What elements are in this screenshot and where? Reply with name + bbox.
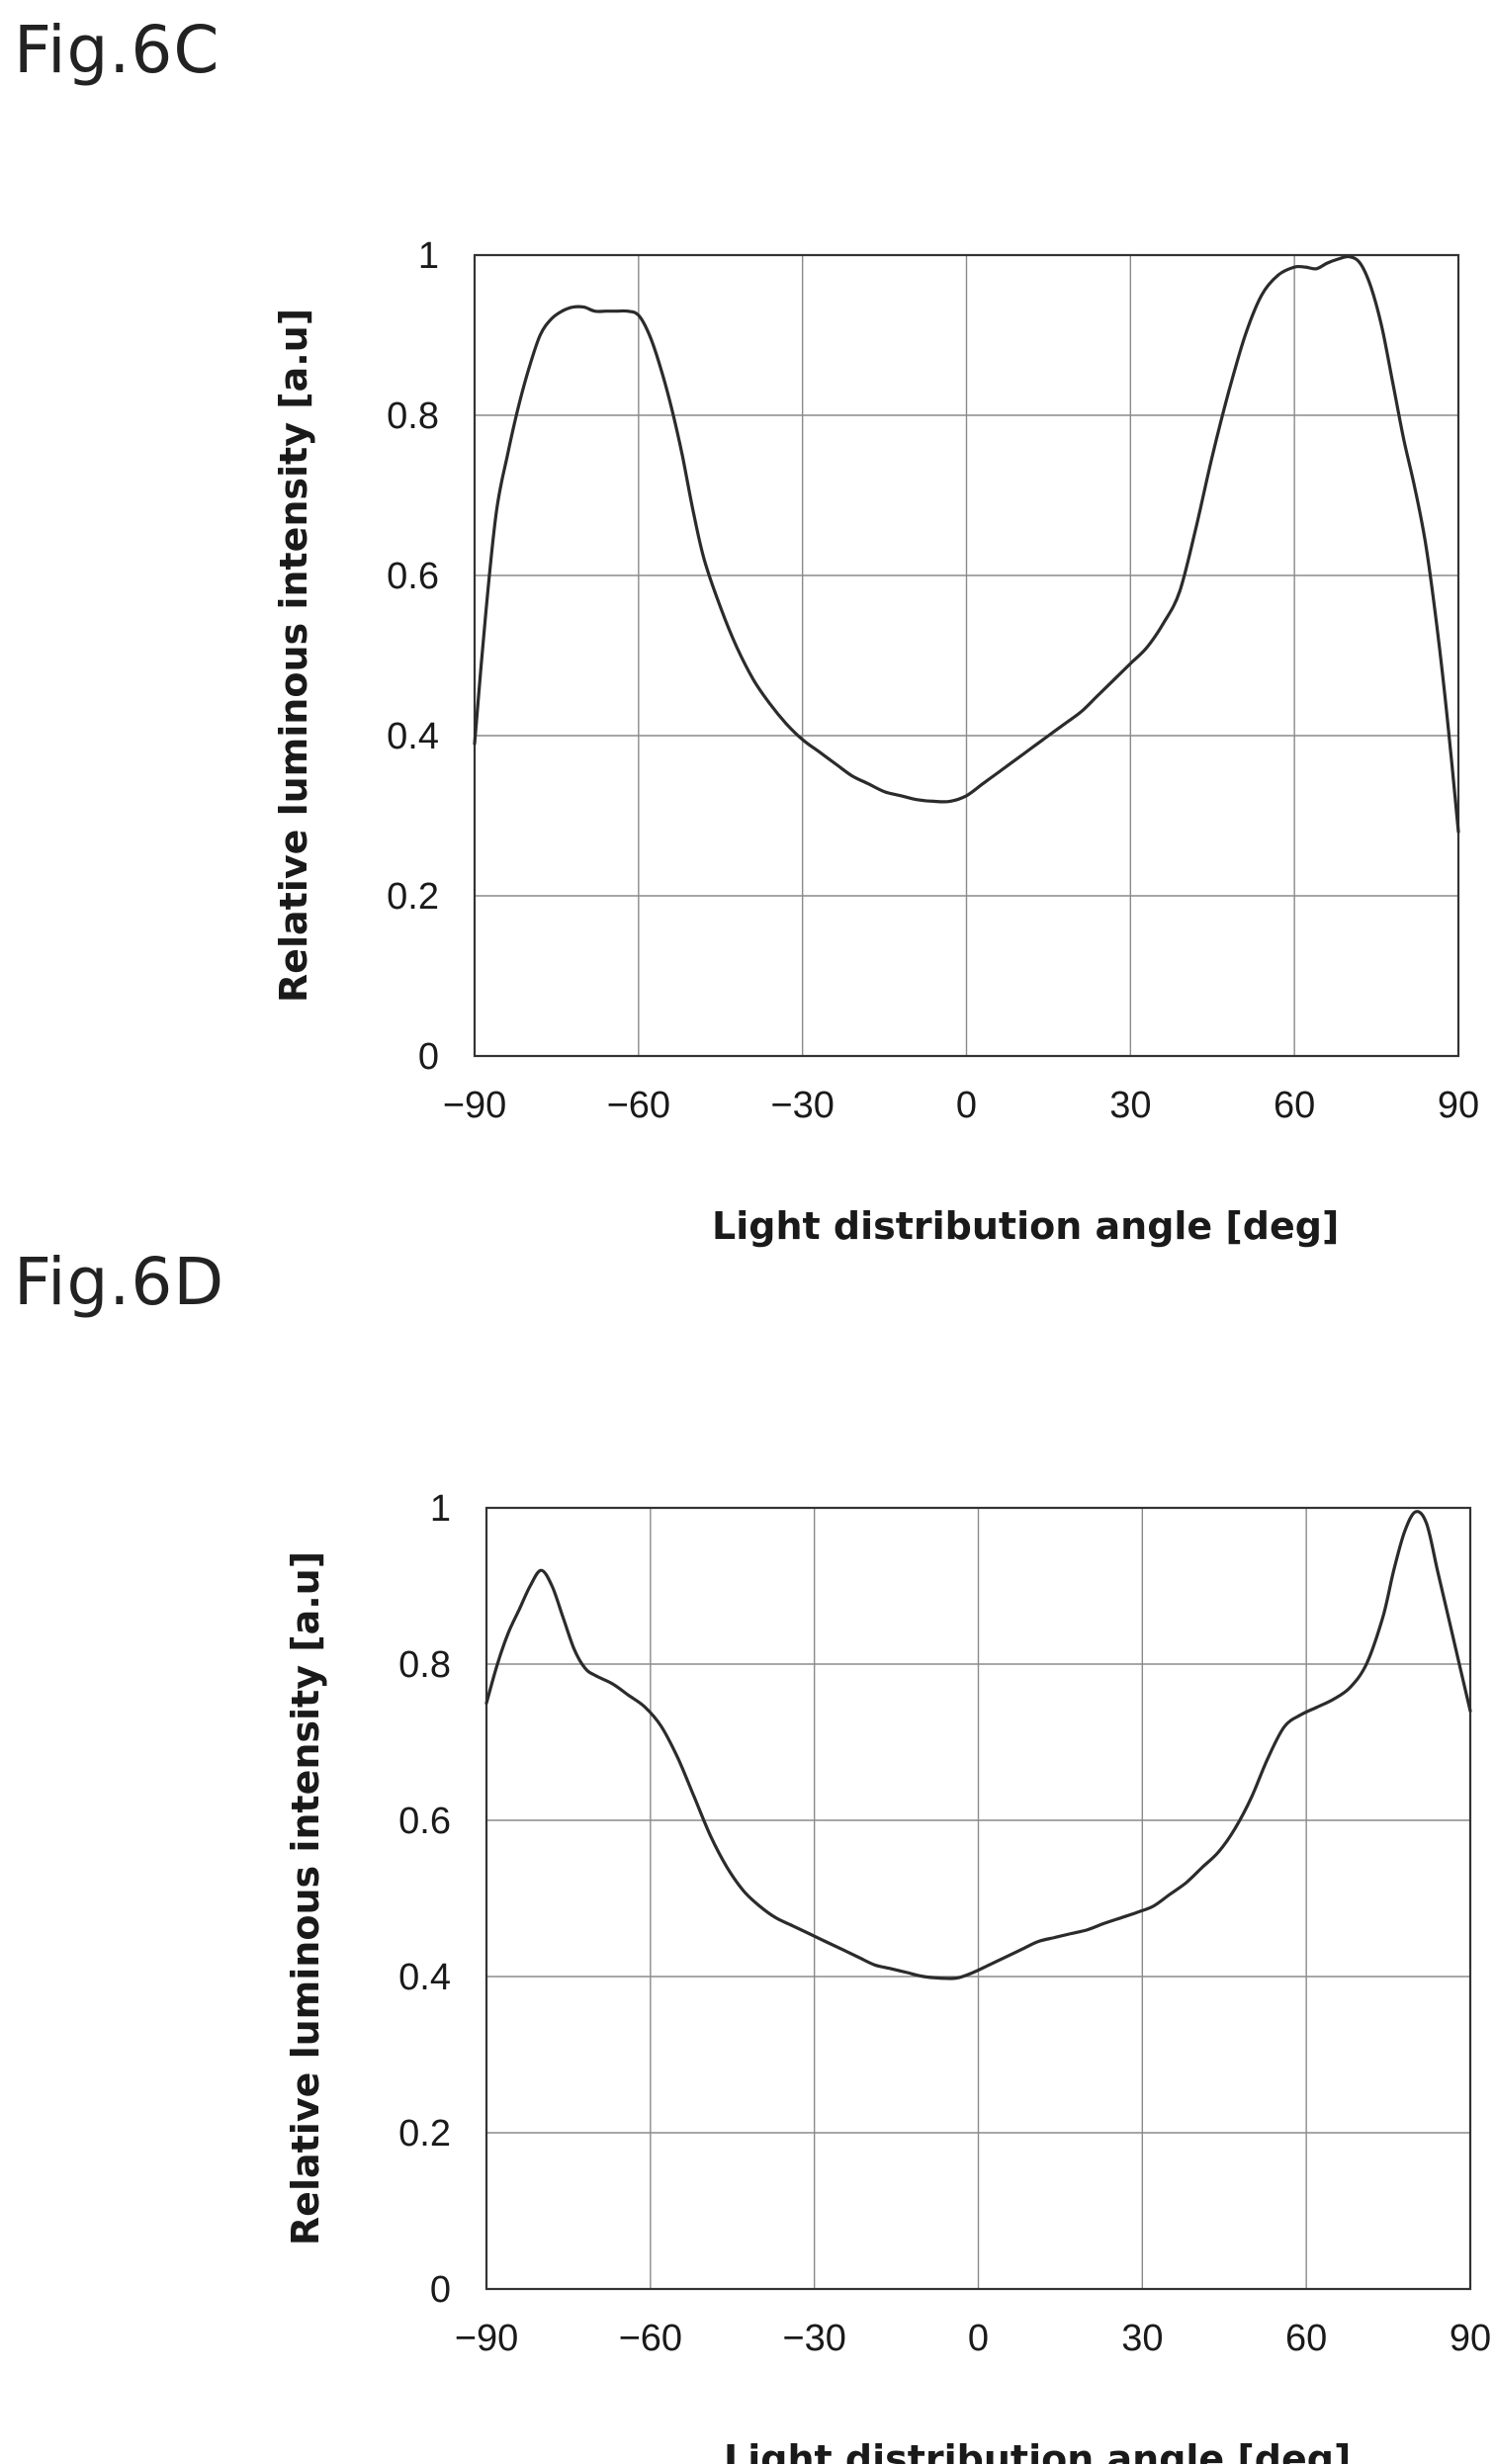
y-tick-label: 0.2 (398, 2113, 451, 2155)
x-tick-label: −90 (455, 2318, 518, 2359)
x-axis-title: Light distribution angle [deg] (724, 2437, 1351, 2464)
y-tick-label: 0 (418, 1036, 439, 1078)
y-tick-label: 0.2 (387, 876, 439, 918)
x-tick-label: −90 (443, 1085, 506, 1126)
x-tick-label: 0 (968, 2318, 989, 2359)
x-tick-label: 60 (1274, 1085, 1315, 1126)
y-tick-label: 0.4 (398, 1957, 451, 1998)
y-axis-title: Relative luminous intensity [a.u] (284, 1551, 327, 2245)
figure-label-6c: Fig.6C (14, 12, 220, 88)
y-tick-label: 0.6 (387, 556, 439, 597)
y-tick-label: 0.8 (387, 396, 439, 437)
x-axis-title: Light distribution angle [deg] (712, 1204, 1339, 1248)
x-tick-label: 30 (1109, 1085, 1151, 1126)
y-tick-label: 0 (430, 2269, 451, 2311)
plot-frame (484, 1506, 1472, 2291)
chart-fig-6c: −90 −60 −30 0 30 60 90 0 0.2 0.4 0.6 0.8 1 Light dist… (272, 235, 1479, 1248)
y-tick-label: 0.8 (398, 1644, 451, 1686)
intensity-curve (473, 254, 1460, 834)
y-tick-label: 1 (418, 235, 439, 277)
x-tick-label: −60 (607, 1085, 670, 1126)
plot-frame (473, 253, 1460, 1058)
y-axis-title: Relative luminous intensity [a.u] (272, 308, 315, 1003)
x-tick-label: −30 (782, 2318, 845, 2359)
y-tick-label: 0.4 (387, 716, 439, 757)
x-tick-label: 60 (1285, 2318, 1327, 2359)
x-tick-label: 90 (1438, 1085, 1479, 1126)
x-tick-label: −30 (770, 1085, 834, 1126)
figure-label-6d: Fig.6D (14, 1244, 225, 1320)
x-tick-label: 90 (1450, 2318, 1491, 2359)
y-tick-label: 0.6 (398, 1801, 451, 1842)
x-tick-label: 30 (1121, 2318, 1163, 2359)
x-tick-label: −60 (619, 2318, 682, 2359)
y-tick-label: 1 (430, 1488, 451, 1530)
x-tick-label: 0 (956, 1085, 977, 1126)
intensity-curve (484, 1510, 1472, 1980)
